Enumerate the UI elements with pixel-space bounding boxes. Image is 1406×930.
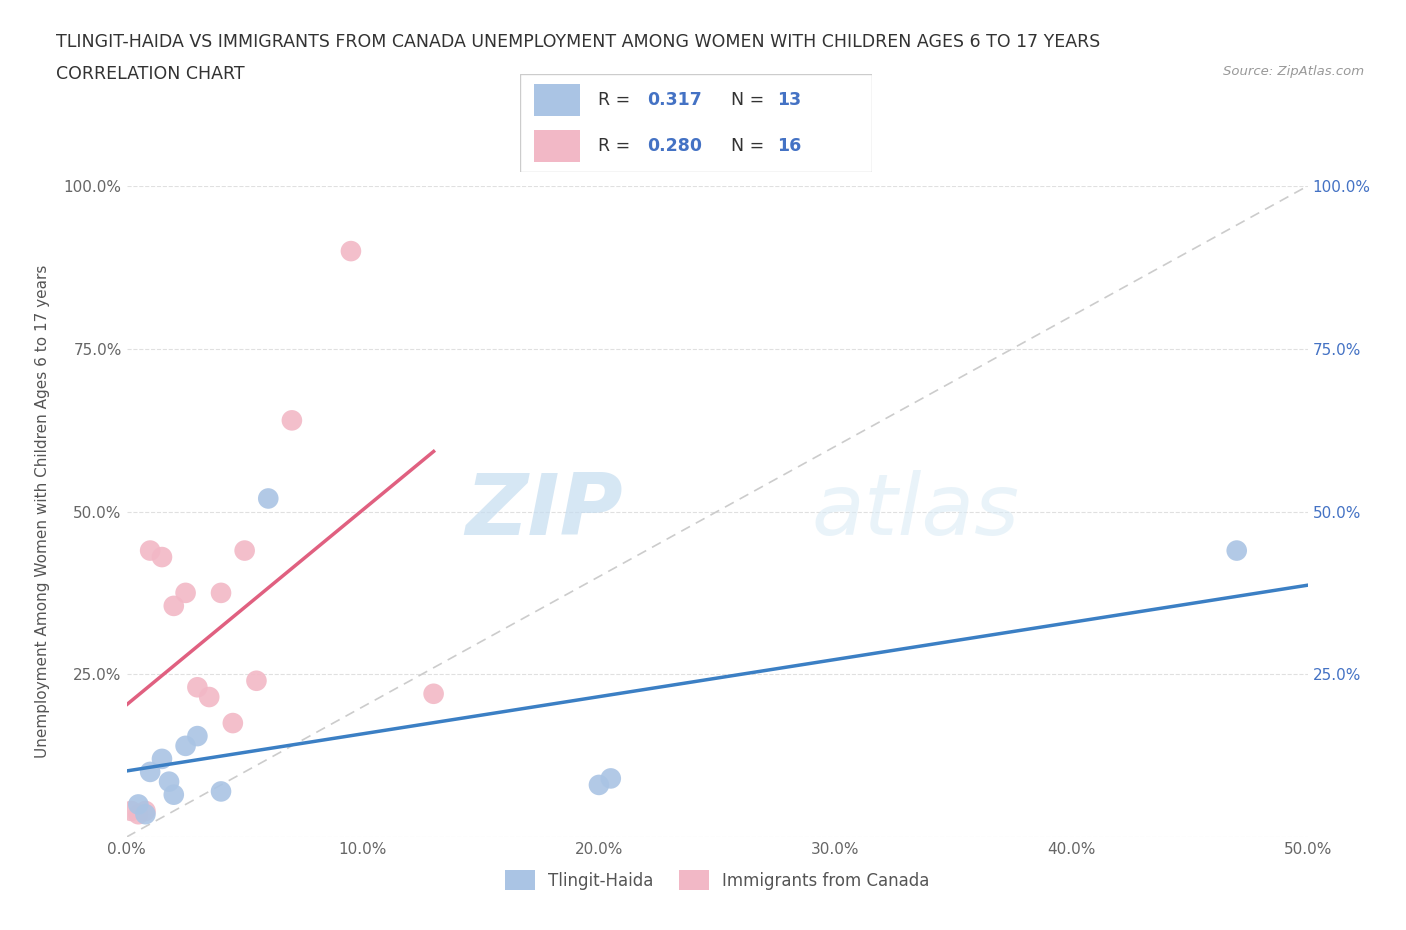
Text: 16: 16 [778,137,801,154]
Point [139,764,162,779]
Point [157,774,180,789]
Point [209,784,232,799]
Text: Source: ZipAtlas.com: Source: ZipAtlas.com [1223,65,1364,78]
Point [134,804,156,818]
Point [127,807,149,822]
Point [150,550,173,565]
Point [209,586,232,601]
Point [198,690,221,705]
Text: 0.317: 0.317 [647,91,702,109]
Text: R =: R = [598,137,630,154]
Point [134,807,156,822]
Point [139,543,162,558]
Point [163,787,186,802]
Point [222,716,245,731]
Point [127,797,149,812]
Point [599,771,621,786]
Point [174,586,197,601]
Point [120,804,142,818]
Point [257,491,280,506]
Text: atlas: atlas [811,470,1019,553]
Point [245,673,267,688]
Point [281,413,304,428]
Point [163,599,186,614]
FancyBboxPatch shape [520,74,872,172]
Text: 13: 13 [778,91,801,109]
Text: ZIP: ZIP [465,470,623,553]
Text: R =: R = [598,91,630,109]
Point [233,543,256,558]
Point [1226,543,1249,558]
Point [186,680,208,695]
Point [174,738,197,753]
Text: N =: N = [731,91,765,109]
Text: 0.280: 0.280 [647,137,702,154]
FancyBboxPatch shape [534,130,581,163]
Point [422,686,444,701]
FancyBboxPatch shape [534,85,581,116]
Text: TLINGIT-HAIDA VS IMMIGRANTS FROM CANADA UNEMPLOYMENT AMONG WOMEN WITH CHILDREN A: TLINGIT-HAIDA VS IMMIGRANTS FROM CANADA … [56,33,1101,50]
Point [340,244,363,259]
Y-axis label: Unemployment Among Women with Children Ages 6 to 17 years: Unemployment Among Women with Children A… [35,265,49,758]
Text: CORRELATION CHART: CORRELATION CHART [56,65,245,83]
Point [150,751,173,766]
Text: N =: N = [731,137,765,154]
Legend: Tlingit-Haida, Immigrants from Canada: Tlingit-Haida, Immigrants from Canada [492,857,942,904]
Point [588,777,610,792]
Point [186,729,208,744]
